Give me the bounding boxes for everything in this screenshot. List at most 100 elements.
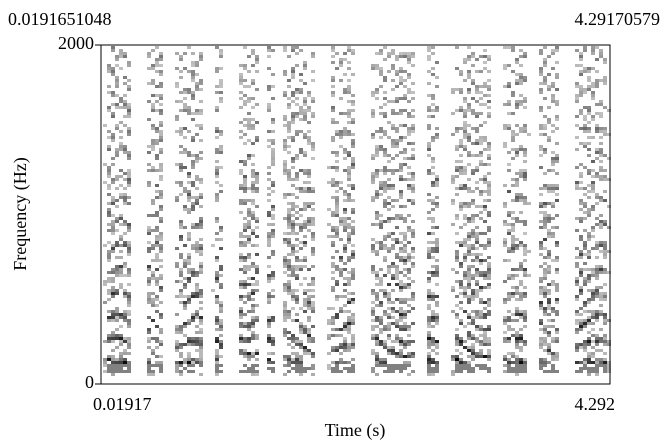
spectro-cell [475,58,479,61]
spectro-cell [111,223,115,226]
spectro-cell [455,217,459,220]
spectro-cell [147,367,151,370]
spectro-cell [107,214,111,217]
spectro-cell [271,232,275,235]
spectro-cell [427,343,431,346]
spectro-cell [431,373,435,376]
spectro-cell [503,298,507,301]
spectro-cell [583,319,587,322]
spectro-cell [111,316,115,319]
spectro-cell [383,112,387,115]
spectro-cell [115,151,119,154]
spectro-cell [215,91,219,94]
spectro-cell [407,226,411,229]
spectro-cell [127,64,131,67]
spectro-cell [331,211,335,214]
spectro-cell [347,277,351,280]
spectro-cell [179,166,183,169]
spectro-cell [343,322,347,325]
spectro-cell [303,277,307,280]
spectro-cell [583,205,587,208]
spectro-cell [391,301,395,304]
spectro-cell [219,319,223,322]
spectro-cell [543,214,547,217]
spectro-cell [463,361,467,364]
spectro-cell [119,196,123,199]
spectro-cell [383,79,387,82]
spectro-cell [331,328,335,331]
spectro-cell [251,265,255,268]
spectro-cell [311,295,315,298]
spectro-cell [595,289,599,292]
spectro-cell [107,367,111,370]
spectro-cell [459,364,463,367]
spectro-cell [187,190,191,193]
spectro-cell [459,73,463,76]
spectro-cell [431,199,435,202]
spectro-cell [427,232,431,235]
spectro-cell [411,250,415,253]
spectro-cell [107,109,111,112]
spectro-cell [119,283,123,286]
spectro-cell [547,139,551,142]
spectro-cell [147,328,151,331]
spectro-cell [599,127,603,130]
spectro-cell [487,340,491,343]
spectro-cell [407,256,411,259]
spectro-cell [339,220,343,223]
spectro-cell [107,136,111,139]
spectro-cell [579,319,583,322]
spectro-cell [511,370,515,373]
spectro-cell [255,244,259,247]
spectro-cell [487,145,491,148]
spectro-cell [295,175,299,178]
spectro-cell [471,172,475,175]
spectro-cell [387,337,391,340]
spectro-cell [187,352,191,355]
spectro-cell [435,283,439,286]
spectro-cell [219,322,223,325]
spectro-cell [387,196,391,199]
spectro-cell [583,358,587,361]
spectro-cell [331,109,335,112]
spectro-cell [395,325,399,328]
spectro-cell [307,367,311,370]
spectro-cell [127,322,131,325]
spectro-cell [199,358,203,361]
spectro-cell [215,199,219,202]
spectro-cell [159,208,163,211]
spectro-cell [523,148,527,151]
spectro-cell [175,364,179,367]
spectro-cell [271,121,275,124]
spectro-cell [407,115,411,118]
spectro-cell [159,130,163,133]
spectro-cell [271,361,275,364]
spectro-cell [151,82,155,85]
spectro-cell [411,142,415,145]
spectro-cell [123,115,127,118]
spectro-cell [371,328,375,331]
spectro-cell [519,364,523,367]
spectro-cell [551,370,555,373]
spectro-cell [335,121,339,124]
spectro-cell [351,358,355,361]
spectro-cell [327,235,331,238]
spectro-cell [155,253,159,256]
spectro-cell [411,232,415,235]
spectro-cell [431,67,435,70]
spectro-cell [303,154,307,157]
spectro-cell [159,328,163,331]
spectro-cell [603,247,607,250]
spectro-cell [347,331,351,334]
spectro-cell [459,352,463,355]
spectro-cell [175,349,179,352]
spectro-cell [191,166,195,169]
spectro-cell [343,73,347,76]
spectro-cell [551,283,555,286]
spectro-cell [251,229,255,232]
spectro-cell [427,169,431,172]
spectro-cell [399,301,403,304]
spectro-cell [119,337,123,340]
spectro-cell [251,364,255,367]
spectro-cell [427,142,431,145]
